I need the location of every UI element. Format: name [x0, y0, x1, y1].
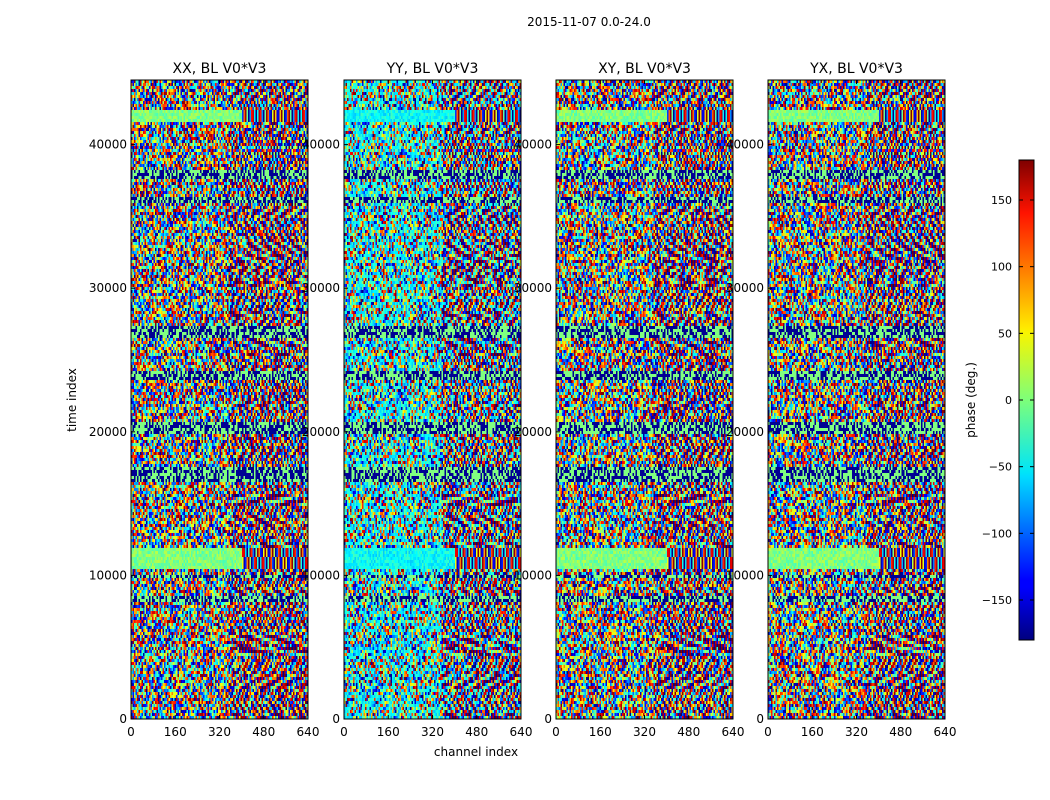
- colorbar-tick-label: 0: [1005, 394, 1012, 407]
- y-tick-label: 40000: [89, 138, 127, 152]
- x-tick-label: 0: [127, 725, 135, 739]
- panel-title: YY, BL V0*V3: [386, 61, 479, 77]
- y-tick-label: 10000: [726, 568, 764, 582]
- y-tick-label: 20000: [726, 425, 764, 439]
- panel-2: YY, BL V0*V3 0 160 320 480 640 0 10000 20000 3000…: [302, 61, 533, 739]
- x-tick-label: 320: [421, 725, 444, 739]
- x-tick-label: 320: [208, 725, 231, 739]
- y-tick-label: 0: [119, 712, 127, 726]
- colorbar-tick-label: 150: [991, 194, 1012, 207]
- y-tick-label: 30000: [89, 281, 127, 295]
- y-tick-label: 10000: [302, 568, 340, 582]
- colorbar: −150 −100 −50 0 50 100 150 phase (deg.): [964, 159, 1035, 641]
- y-tick-label: 0: [756, 712, 764, 726]
- panel-heatmap: [556, 80, 733, 719]
- x-tick-label: 0: [552, 725, 560, 739]
- y-tick-label: 20000: [89, 425, 127, 439]
- panel-title: YX, BL V0*V3: [809, 61, 903, 77]
- x-axis-label: channel index: [434, 745, 518, 759]
- x-tick-label: 480: [889, 725, 912, 739]
- panel-title: XY, BL V0*V3: [598, 61, 691, 77]
- y-tick-label: 10000: [514, 568, 552, 582]
- x-tick-label: 480: [677, 725, 700, 739]
- colorbar-tick-label: −100: [982, 527, 1012, 540]
- x-tick-label: 0: [340, 725, 348, 739]
- panel-3: XY, BL V0*V3 0 160 320 480 640 0 10000 20000 3000…: [514, 61, 745, 739]
- panel-heatmap: [768, 80, 945, 719]
- figure-suptitle: 2015-11-07 0.0-24.0: [527, 15, 651, 29]
- x-tick-label: 160: [164, 725, 187, 739]
- panels: XX, BL V0*V3 0 160 320 480 640 0 10000 20000 3000…: [89, 61, 957, 739]
- y-tick-label: 0: [332, 712, 340, 726]
- panel-heatmap: [344, 80, 521, 719]
- colorbar-tick-label: 50: [998, 327, 1012, 340]
- y-tick-label: 20000: [302, 425, 340, 439]
- y-tick-label: 40000: [302, 138, 340, 152]
- y-tick-label: 0: [544, 712, 552, 726]
- x-tick-label: 480: [465, 725, 488, 739]
- x-tick-label: 640: [934, 725, 957, 739]
- y-tick-label: 40000: [726, 138, 764, 152]
- colorbar-tick-label: −150: [982, 594, 1012, 607]
- x-tick-label: 160: [589, 725, 612, 739]
- x-tick-label: 320: [633, 725, 656, 739]
- y-tick-label: 30000: [514, 281, 552, 295]
- y-tick-label: 30000: [302, 281, 340, 295]
- panel-1: XX, BL V0*V3 0 160 320 480 640 0 10000 20000 3000…: [89, 61, 320, 739]
- y-tick-label: 30000: [726, 281, 764, 295]
- y-tick-label: 20000: [514, 425, 552, 439]
- panel-heatmap: [131, 80, 308, 719]
- x-tick-label: 480: [252, 725, 275, 739]
- y-tick-label: 40000: [514, 138, 552, 152]
- x-tick-label: 0: [764, 725, 772, 739]
- x-tick-label: 640: [510, 725, 533, 739]
- colorbar-tick-label: −50: [989, 461, 1012, 474]
- colorbar-tick-label: 100: [991, 261, 1012, 274]
- x-tick-label: 160: [377, 725, 400, 739]
- colorbar-label: phase (deg.): [964, 362, 978, 438]
- x-tick-label: 320: [845, 725, 868, 739]
- x-tick-label: 640: [297, 725, 320, 739]
- panel-4: YX, BL V0*V3 0 160 320 480 640 0 10000 20000 3000…: [726, 61, 957, 739]
- x-tick-label: 640: [722, 725, 745, 739]
- colorbar-ticks: −150 −100 −50 0 50 100 150: [982, 194, 1034, 607]
- y-tick-label: 10000: [89, 568, 127, 582]
- panel-title: XX, BL V0*V3: [173, 61, 267, 77]
- x-tick-label: 160: [801, 725, 824, 739]
- y-axis-label: time index: [65, 368, 79, 432]
